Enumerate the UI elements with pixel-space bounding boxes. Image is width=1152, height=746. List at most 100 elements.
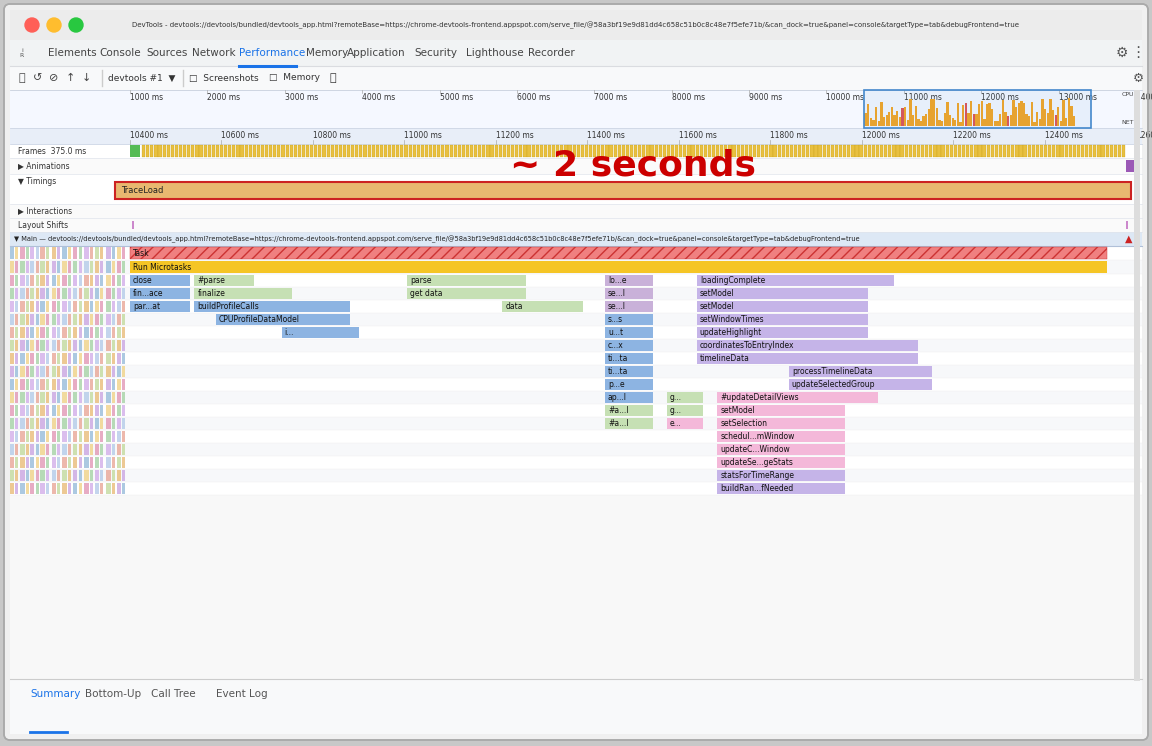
Bar: [94, 353, 99, 364]
Bar: [106, 431, 111, 442]
Text: 8000 ms: 8000 ms: [672, 93, 705, 102]
Bar: [56, 247, 60, 259]
Text: 🗑: 🗑: [329, 73, 335, 83]
Bar: [1060, 121, 1062, 126]
Bar: [79, 314, 82, 325]
Bar: [30, 392, 35, 403]
Bar: [62, 379, 67, 390]
Bar: [40, 301, 45, 312]
Bar: [90, 444, 93, 455]
Bar: [94, 261, 99, 273]
Bar: [10, 405, 14, 416]
Bar: [491, 145, 494, 157]
Bar: [10, 340, 14, 351]
Bar: [228, 145, 232, 157]
Bar: [717, 145, 719, 157]
Bar: [56, 275, 60, 286]
Text: Call Tree: Call Tree: [151, 689, 196, 699]
Bar: [376, 145, 379, 157]
Bar: [94, 379, 99, 390]
Text: ↓: ↓: [82, 73, 91, 83]
Bar: [56, 314, 60, 325]
Bar: [106, 418, 111, 429]
Bar: [429, 145, 432, 157]
Bar: [667, 418, 703, 429]
Bar: [986, 104, 988, 126]
Bar: [68, 340, 71, 351]
Bar: [978, 145, 982, 157]
Bar: [106, 483, 111, 494]
Bar: [626, 145, 629, 157]
Bar: [40, 457, 45, 468]
Bar: [68, 418, 71, 429]
Bar: [1126, 160, 1134, 172]
Bar: [56, 301, 60, 312]
Bar: [46, 314, 50, 325]
Bar: [946, 102, 948, 126]
Bar: [84, 261, 89, 273]
Bar: [326, 145, 329, 157]
Bar: [30, 275, 35, 286]
Bar: [10, 391, 1142, 404]
Bar: [79, 431, 82, 442]
Bar: [1015, 107, 1017, 126]
Bar: [876, 145, 879, 157]
Bar: [100, 275, 103, 286]
Bar: [741, 145, 744, 157]
Bar: [79, 261, 82, 273]
Bar: [249, 145, 252, 157]
Bar: [786, 145, 789, 157]
Bar: [46, 366, 50, 377]
Bar: [925, 114, 927, 126]
Bar: [79, 366, 82, 377]
Bar: [56, 353, 60, 364]
Bar: [68, 405, 71, 416]
Bar: [964, 104, 967, 126]
Text: parse: parse: [410, 276, 431, 285]
Bar: [170, 145, 174, 157]
Bar: [1028, 145, 1031, 157]
Bar: [286, 145, 289, 157]
Bar: [1009, 115, 1011, 126]
Bar: [84, 247, 89, 259]
Bar: [605, 145, 608, 157]
Bar: [40, 444, 45, 455]
Bar: [404, 145, 408, 157]
Bar: [68, 392, 71, 403]
Bar: [100, 483, 103, 494]
Bar: [1039, 119, 1041, 126]
Text: Performance: Performance: [238, 48, 305, 58]
Bar: [605, 392, 653, 403]
Bar: [753, 145, 756, 157]
Bar: [26, 470, 29, 481]
Text: 11000 ms: 11000 ms: [904, 93, 941, 102]
Text: coordinatesToEntryIndex: coordinatesToEntryIndex: [700, 341, 795, 350]
Text: buildProfileCalls: buildProfileCalls: [197, 302, 259, 311]
Bar: [68, 431, 71, 442]
Bar: [720, 145, 723, 157]
Bar: [90, 288, 93, 299]
Bar: [949, 145, 953, 157]
Bar: [36, 418, 39, 429]
Bar: [697, 301, 867, 312]
Bar: [864, 90, 1091, 128]
Bar: [691, 145, 695, 157]
Bar: [40, 483, 45, 494]
Bar: [56, 405, 60, 416]
Bar: [392, 145, 395, 157]
Bar: [30, 301, 35, 312]
Bar: [118, 405, 121, 416]
Bar: [281, 145, 285, 157]
Text: Security: Security: [415, 48, 457, 58]
Bar: [925, 145, 929, 157]
Text: timelineData: timelineData: [700, 354, 750, 363]
Bar: [62, 431, 67, 442]
Text: Summary: Summary: [30, 689, 81, 699]
Bar: [494, 145, 498, 157]
Bar: [433, 145, 437, 157]
Bar: [884, 145, 887, 157]
Bar: [36, 247, 39, 259]
Bar: [933, 99, 935, 126]
Bar: [84, 301, 89, 312]
Bar: [10, 66, 1142, 90]
